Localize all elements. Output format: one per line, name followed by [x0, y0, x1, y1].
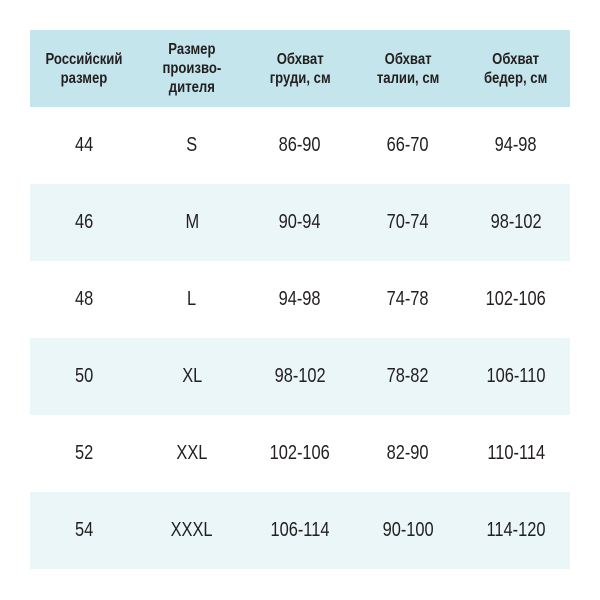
cell-value: 46: [74, 211, 94, 233]
cell-value: 90-100: [382, 519, 434, 541]
cell-value: 52: [74, 442, 94, 464]
column-header-label: Размер произво- дителя: [162, 41, 222, 96]
cell-value: 98-102: [274, 365, 326, 387]
table-row: 48 L 94-98 74-78 102-106: [30, 261, 570, 338]
cell-value: 74-78: [387, 288, 429, 310]
table-cell: 114-120: [462, 492, 570, 569]
table-cell: 102-106: [462, 261, 570, 338]
table-cell: 86-90: [246, 107, 354, 184]
table-cell: 106-114: [246, 492, 354, 569]
table-cell: 90-94: [246, 184, 354, 261]
cell-value: 50: [74, 365, 94, 387]
cell-value: 48: [74, 288, 94, 310]
table-cell: 94-98: [246, 261, 354, 338]
size-table: Российский размер Размер произво- дителя О…: [30, 30, 570, 569]
cell-value: 102-106: [485, 288, 547, 310]
cell-value: 110-114: [487, 442, 545, 464]
table-cell: 82-90: [354, 415, 462, 492]
column-header-label: Обхват талии, см: [376, 50, 440, 87]
table-row: 44 S 86-90 66-70 94-98: [30, 107, 570, 184]
table-cell: 48: [30, 261, 138, 338]
table-cell: L: [138, 261, 246, 338]
table-cell: 70-74: [354, 184, 462, 261]
table-cell: S: [138, 107, 246, 184]
table-cell: 94-98: [462, 107, 570, 184]
cell-value: XXXL: [171, 519, 213, 541]
table-cell: 66-70: [354, 107, 462, 184]
column-header: Российский размер: [30, 30, 138, 107]
cell-value: 82-90: [387, 442, 429, 464]
cell-value: 86-90: [279, 134, 321, 156]
cell-value: 94-98: [495, 134, 537, 156]
table-cell: 102-106: [246, 415, 354, 492]
cell-value: L: [187, 288, 197, 310]
column-header-label: Российский размер: [45, 50, 123, 87]
table-cell: XXL: [138, 415, 246, 492]
table-cell: 50: [30, 338, 138, 415]
column-header: Обхват бедер, см: [462, 30, 570, 107]
column-header-label: Обхват груди, см: [269, 50, 331, 87]
table-cell: 98-102: [462, 184, 570, 261]
table-cell: 90-100: [354, 492, 462, 569]
cell-value: 106-114: [270, 519, 330, 541]
table-cell: 54: [30, 492, 138, 569]
table-cell: 46: [30, 184, 138, 261]
table-row: 50 XL 98-102 78-82 106-110: [30, 338, 570, 415]
table-row: 52 XXL 102-106 82-90 110-114: [30, 415, 570, 492]
cell-value: 66-70: [387, 134, 429, 156]
header-row: Российский размер Размер произво- дителя О…: [30, 30, 570, 107]
cell-value: 78-82: [387, 365, 429, 387]
table-cell: 110-114: [462, 415, 570, 492]
cell-value: 102-106: [269, 442, 331, 464]
table-cell: M: [138, 184, 246, 261]
table-cell: 106-110: [462, 338, 570, 415]
table-cell: 74-78: [354, 261, 462, 338]
column-header: Размер произво- дителя: [138, 30, 246, 107]
column-header: Обхват груди, см: [246, 30, 354, 107]
cell-value: 54: [74, 519, 94, 541]
table-cell: 78-82: [354, 338, 462, 415]
cell-value: 90-94: [279, 211, 321, 233]
cell-value: 114-120: [486, 519, 546, 541]
cell-value: M: [185, 211, 199, 233]
table-row: 54 XXXL 106-114 90-100 114-120: [30, 492, 570, 569]
column-header-label: Обхват бедер, см: [484, 50, 548, 87]
cell-value: 94-98: [279, 288, 321, 310]
cell-value: XL: [181, 365, 203, 387]
table-cell: 98-102: [246, 338, 354, 415]
table-cell: XXXL: [138, 492, 246, 569]
cell-value: 44: [74, 134, 94, 156]
cell-value: 98-102: [490, 211, 542, 233]
table-row: 46 M 90-94 70-74 98-102: [30, 184, 570, 261]
cell-value: 106-110: [486, 365, 546, 387]
cell-value: 70-74: [387, 211, 429, 233]
table-cell: 52: [30, 415, 138, 492]
table-cell: XL: [138, 338, 246, 415]
cell-value: S: [186, 134, 198, 156]
column-header: Обхват талии, см: [354, 30, 462, 107]
table-cell: 44: [30, 107, 138, 184]
cell-value: XXL: [176, 442, 208, 464]
